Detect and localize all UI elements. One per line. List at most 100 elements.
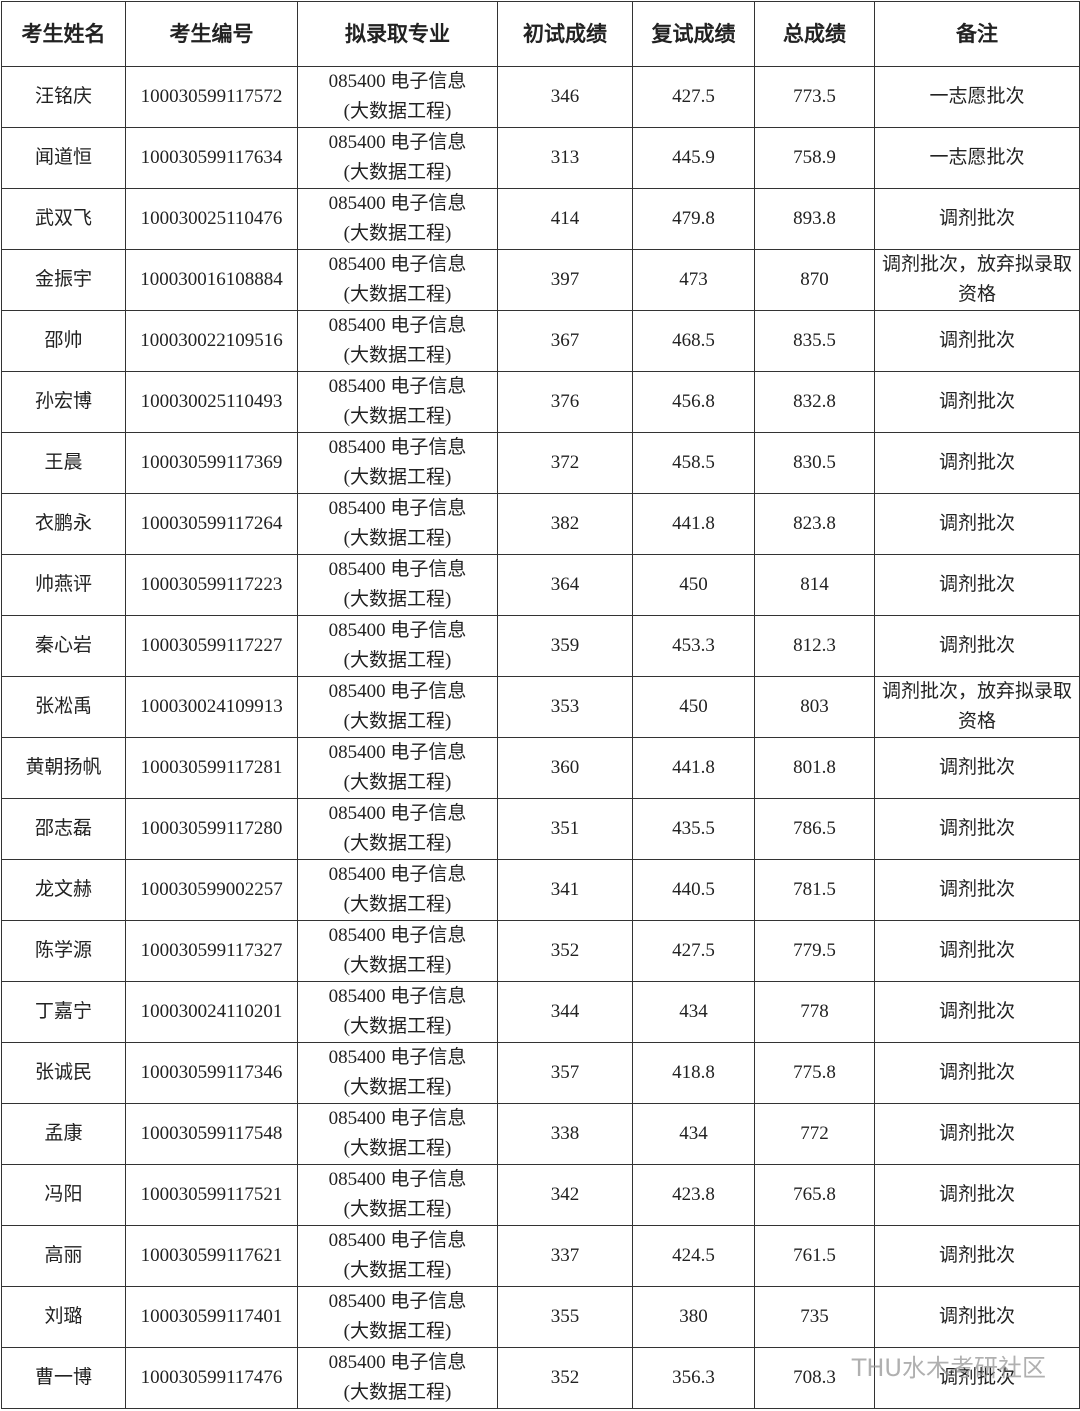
major-line: 085400 电子信息	[328, 1169, 467, 1190]
table-cell: 100030599117280	[125, 798, 298, 860]
table-cell: 367	[497, 310, 633, 372]
major-line: 085400 电子信息	[328, 71, 467, 92]
major-line: 085400 电子信息	[328, 681, 467, 702]
table-cell: 427.5	[632, 920, 755, 982]
table-cell: 313	[497, 127, 633, 189]
table-body: 汪铭庆 100030599117572 085400 电子信息 (大数据工程) 346 4…	[1, 66, 1080, 1409]
table-cell: 801.8	[754, 737, 875, 799]
table-row: 曹一博 100030599117476 085400 电子信息 (大数据工程) 352 3…	[1, 1347, 1080, 1409]
table-cell: 调剂批次	[874, 310, 1080, 372]
major-line: 085400 电子信息	[328, 1291, 467, 1312]
table-cell: 调剂批次	[874, 920, 1080, 982]
major-line: 085400 电子信息	[328, 1230, 467, 1251]
major-cell: 085400 电子信息 (大数据工程)	[297, 432, 498, 494]
table-cell: 376	[497, 371, 633, 433]
table-cell: 351	[497, 798, 633, 860]
table-cell: 秦心岩	[1, 615, 126, 677]
table-cell: 调剂批次	[874, 981, 1080, 1043]
major-cell: 085400 电子信息 (大数据工程)	[297, 1042, 498, 1104]
table-cell: 352	[497, 920, 633, 982]
table-cell: 773.5	[754, 66, 875, 128]
major-line: (大数据工程)	[343, 223, 452, 244]
table-cell: 调剂批次	[874, 1164, 1080, 1226]
table-cell: 邵志磊	[1, 798, 126, 860]
table-cell: 100030599117369	[125, 432, 298, 494]
table-cell: 调剂批次	[874, 615, 1080, 677]
table-cell: 汪铭庆	[1, 66, 126, 128]
table-cell: 344	[497, 981, 633, 1043]
table-cell: 张诚民	[1, 1042, 126, 1104]
table-cell: 346	[497, 66, 633, 128]
major-line: (大数据工程)	[343, 1077, 452, 1098]
major-line: 085400 电子信息	[328, 559, 467, 580]
table-cell: 360	[497, 737, 633, 799]
major-line: 085400 电子信息	[328, 925, 467, 946]
table-cell: 调剂批次	[874, 859, 1080, 921]
major-cell: 085400 电子信息 (大数据工程)	[297, 615, 498, 677]
table-cell: 100030599117227	[125, 615, 298, 677]
table-cell: 372	[497, 432, 633, 494]
major-line: 085400 电子信息	[328, 193, 467, 214]
header-row: 考生姓名 考生编号 拟录取专业 初试成绩 复试成绩 总成绩 备注	[1, 1, 1080, 67]
major-cell: 085400 电子信息 (大数据工程)	[297, 310, 498, 372]
table-cell: 曹一博	[1, 1347, 126, 1409]
table-cell: 342	[497, 1164, 633, 1226]
table-cell: 450	[632, 554, 755, 616]
table-row: 陈学源 100030599117327 085400 电子信息 (大数据工程) 352 4…	[1, 920, 1080, 982]
table-cell: 352	[497, 1347, 633, 1409]
table-cell: 357	[497, 1042, 633, 1104]
table-cell: 823.8	[754, 493, 875, 555]
table-cell: 434	[632, 1103, 755, 1165]
table-cell: 100030024110201	[125, 981, 298, 1043]
table-cell: 100030599117401	[125, 1286, 298, 1348]
table-cell: 调剂批次	[874, 188, 1080, 250]
table-row: 丁嘉宁 100030024110201 085400 电子信息 (大数据工程) 344 4…	[1, 981, 1080, 1043]
table-cell: 473	[632, 249, 755, 311]
table-cell: 830.5	[754, 432, 875, 494]
table-cell: 100030599117548	[125, 1103, 298, 1165]
table-cell: 调剂批次	[874, 432, 1080, 494]
table-cell: 835.5	[754, 310, 875, 372]
major-line: (大数据工程)	[343, 833, 452, 854]
major-line: 085400 电子信息	[328, 986, 467, 1007]
major-line: (大数据工程)	[343, 589, 452, 610]
watermark: THU水木考研社区	[851, 1354, 1046, 1382]
table-cell: 调剂批次	[874, 1042, 1080, 1104]
table-cell: 772	[754, 1103, 875, 1165]
header-cell: 考生姓名	[1, 1, 126, 67]
table-cell: 孙宏博	[1, 371, 126, 433]
table-cell: 100030599117621	[125, 1225, 298, 1287]
major-line: 085400 电子信息	[328, 864, 467, 885]
table-cell: 调剂批次	[874, 1347, 1080, 1409]
table-row: 秦心岩 100030599117227 085400 电子信息 (大数据工程) 359 4…	[1, 615, 1080, 677]
table-row: 孙宏博 100030025110493 085400 电子信息 (大数据工程) 376 4…	[1, 371, 1080, 433]
major-line: (大数据工程)	[343, 650, 452, 671]
table-cell: 441.8	[632, 737, 755, 799]
table-row: 王晨 100030599117369 085400 电子信息 (大数据工程) 372 45…	[1, 432, 1080, 494]
major-cell: 085400 电子信息 (大数据工程)	[297, 798, 498, 860]
table-cell: 423.8	[632, 1164, 755, 1226]
major-cell: 085400 电子信息 (大数据工程)	[297, 1164, 498, 1226]
major-cell: 085400 电子信息 (大数据工程)	[297, 676, 498, 738]
table-cell: 高丽	[1, 1225, 126, 1287]
table-cell: 781.5	[754, 859, 875, 921]
table-cell: 100030025110476	[125, 188, 298, 250]
table-row: 孟康 100030599117548 085400 电子信息 (大数据工程) 338 43…	[1, 1103, 1080, 1165]
major-cell: 085400 电子信息 (大数据工程)	[297, 1286, 498, 1348]
table-cell: 调剂批次	[874, 554, 1080, 616]
table-cell: 调剂批次	[874, 371, 1080, 433]
major-line: (大数据工程)	[343, 1016, 452, 1037]
table-row: 高丽 100030599117621 085400 电子信息 (大数据工程) 337 42…	[1, 1225, 1080, 1287]
major-line: 085400 电子信息	[328, 132, 467, 153]
table-cell: 100030016108884	[125, 249, 298, 311]
table-cell: 761.5	[754, 1225, 875, 1287]
major-cell: 085400 电子信息 (大数据工程)	[297, 1225, 498, 1287]
table-cell: 364	[497, 554, 633, 616]
table-cell: 424.5	[632, 1225, 755, 1287]
table-cell: 100030599117634	[125, 127, 298, 189]
table-cell: 龙文赫	[1, 859, 126, 921]
table-cell: 一志愿批次	[874, 127, 1080, 189]
major-cell: 085400 电子信息 (大数据工程)	[297, 1347, 498, 1409]
table-cell: 100030599117476	[125, 1347, 298, 1409]
major-line: (大数据工程)	[343, 162, 452, 183]
